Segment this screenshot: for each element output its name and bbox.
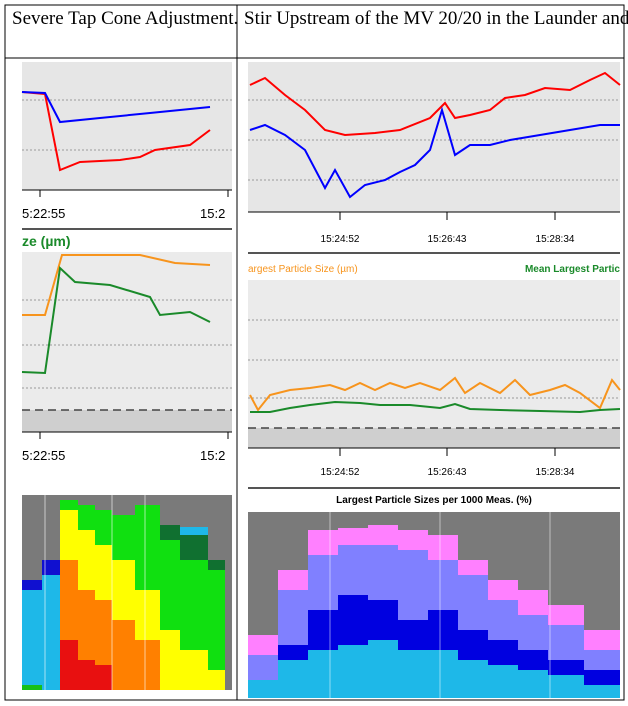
- plot-area: [22, 62, 232, 190]
- tick-label: 15:26:43: [428, 234, 467, 245]
- blue-line: [21, 91, 211, 124]
- stacked-bars: [248, 512, 620, 698]
- green-line: [21, 265, 211, 375]
- series-label: Mean Largest Partic: [525, 264, 620, 275]
- tick-label: 5:22:55: [22, 448, 65, 463]
- tick-label: 15:28:34: [536, 467, 575, 478]
- orange-line: [22, 254, 211, 316]
- plot-band: [22, 410, 232, 432]
- tick-label: 15:2: [200, 448, 225, 463]
- tick-label: 15:26:43: [428, 467, 467, 478]
- plot-band: [248, 428, 620, 448]
- blue-line: [249, 106, 620, 199]
- red-line: [249, 71, 621, 137]
- stacked-bars: [22, 495, 232, 690]
- series-label: argest Particle Size (µm): [248, 264, 358, 275]
- plot-area: [22, 252, 232, 432]
- orange-line: [249, 376, 621, 412]
- tick-label: 15:24:52: [321, 467, 360, 478]
- plot-area: [248, 280, 620, 448]
- series-label: ze (µm): [22, 233, 71, 249]
- tick-label: 15:24:52: [321, 234, 360, 245]
- tick-label: 15:2: [200, 206, 225, 221]
- tick-label: 15:28:34: [536, 234, 575, 245]
- green-line: [250, 400, 621, 414]
- header-left: Severe Tap Cone Adjustment.: [12, 8, 238, 29]
- header-right: Stir Upstream of the MV 20/20 in the Lau…: [244, 8, 628, 29]
- chart-title: Largest Particle Sizes per 1000 Meas. (%…: [336, 495, 532, 506]
- red-line: [21, 91, 211, 172]
- tick-label: 5:22:55: [22, 206, 65, 221]
